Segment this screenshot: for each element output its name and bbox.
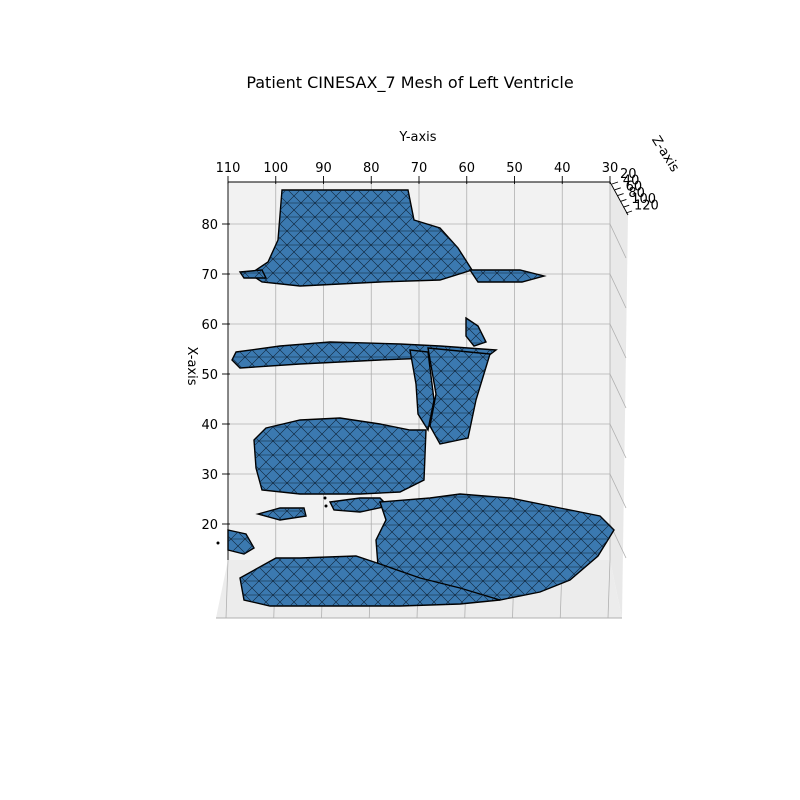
mesh-connector-facets	[410, 350, 434, 430]
mesh-lower-right-facets	[376, 494, 614, 600]
x-ticks: 80 70 60 50 40 30 20	[201, 218, 230, 533]
mesh-speck	[216, 541, 220, 545]
side-gridline	[609, 373, 627, 409]
x-tick-label: 60	[201, 318, 218, 333]
floor-gridline	[225, 559, 229, 619]
mesh-top-wing-left-facets	[240, 270, 266, 278]
z-axis-line	[609, 181, 629, 216]
x-tick-label: 30	[201, 468, 218, 483]
x-tick-label: 40	[201, 418, 218, 433]
z-tick	[623, 204, 630, 208]
z-tick	[617, 193, 624, 197]
mesh-frag-small-1-facets	[258, 508, 306, 520]
z-tick	[625, 210, 633, 214]
z-tick-label: 20	[620, 167, 637, 182]
side-gridline	[609, 473, 627, 509]
side-gridline	[609, 423, 627, 459]
chart-title: Patient CINESAX_7 Mesh of Left Ventricle	[246, 73, 573, 93]
y-tick-label: 100	[263, 161, 288, 176]
z-tick-label: 40	[623, 173, 640, 188]
mesh-top-wing-right-facets	[470, 270, 544, 282]
right-pane	[610, 182, 628, 618]
z-tick-label: 80	[628, 186, 645, 201]
y-tick-label: 70	[411, 161, 428, 176]
mesh-surface	[216, 189, 615, 607]
z-tick	[614, 187, 621, 191]
z-tick-label: 60	[626, 180, 643, 195]
mesh-speck	[323, 496, 327, 500]
y-tick-label: 60	[458, 161, 475, 176]
side-gridline	[609, 273, 627, 309]
y-axis-label: Y-axis	[398, 130, 436, 145]
y-tick-label: 90	[315, 161, 332, 176]
z-tick-label: 120	[634, 199, 659, 214]
mesh-speck	[324, 504, 328, 508]
z-tick	[620, 198, 627, 202]
mesh-mid-spike-facets	[466, 318, 486, 346]
x-tick-label: 70	[201, 268, 218, 283]
z-axis-label: Z-axis	[648, 133, 682, 175]
x-tick-label: 80	[201, 218, 218, 233]
side-gridline	[609, 223, 627, 259]
z-tick	[611, 181, 619, 185]
mesh-frag-small-2-facets	[330, 498, 388, 512]
z-tick-label: 100	[631, 192, 656, 207]
x-tick-label: 20	[201, 518, 218, 533]
y-tick-label: 50	[506, 161, 523, 176]
y-tick-label: 40	[554, 161, 571, 176]
x-axis-label: X-axis	[184, 347, 199, 386]
x-tick-label: 50	[201, 368, 218, 383]
mesh-frag-small-3-facets	[228, 530, 254, 554]
floor-gridline	[607, 559, 611, 619]
y-tick-label: 80	[363, 161, 380, 176]
side-gridline	[609, 323, 627, 359]
mesh-top-slab-facets	[250, 190, 472, 286]
y-ticks: 110 100 90 80 70 60 50 40 30	[216, 161, 619, 184]
mesh-bottom-band-facets	[240, 556, 500, 606]
mesh-lower-ring-facets	[254, 418, 426, 494]
y-tick-label: 30	[602, 161, 619, 176]
y-tick-label: 110	[216, 161, 241, 176]
mesh-mid-vertical-facets	[428, 348, 490, 444]
